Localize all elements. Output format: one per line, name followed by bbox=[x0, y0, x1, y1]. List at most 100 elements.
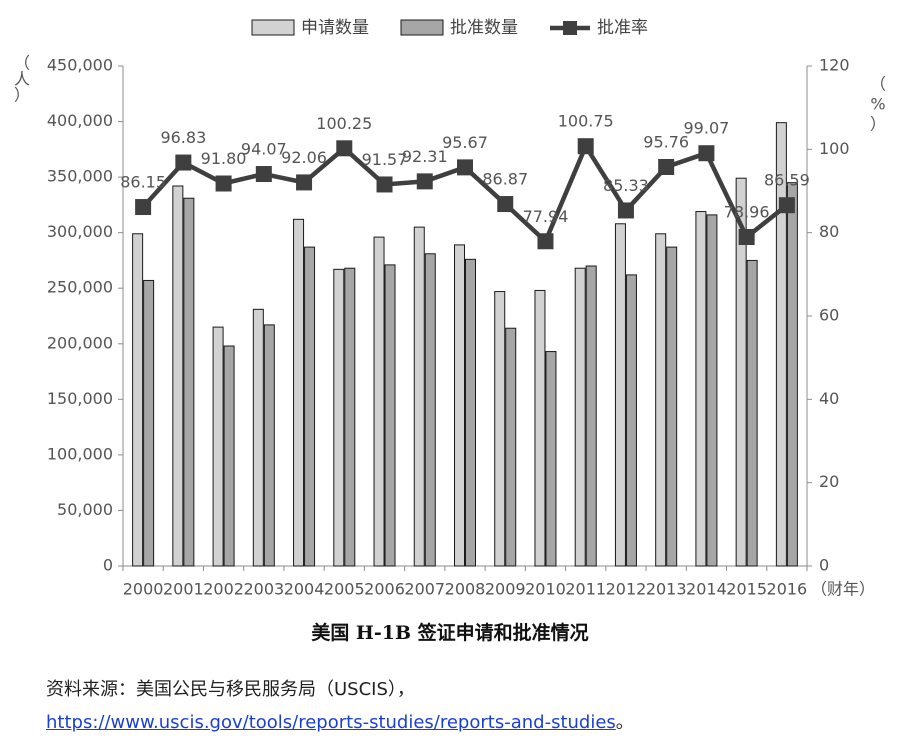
chart-canvas: 0 50,000 100,000 150,000 200,000 250,000 300,0… bbox=[14, 18, 886, 599]
bar-applications bbox=[534, 289, 546, 567]
source-link[interactable]: https://www.uscis.gov/tools/reports-stud… bbox=[46, 712, 616, 733]
bar-approvals bbox=[786, 182, 798, 567]
approval-rate-label: 86.15 bbox=[120, 173, 166, 192]
bar-applications bbox=[614, 223, 626, 567]
legend-swatch-applications bbox=[251, 19, 295, 36]
bar-approvals bbox=[223, 345, 235, 567]
approval-rate-label: 78.96 bbox=[724, 203, 770, 222]
approval-rate-marker bbox=[577, 138, 594, 155]
y-right-unit-label: % bbox=[870, 95, 885, 114]
bar-applications bbox=[494, 291, 506, 567]
y-left-tick-label: 200,000 bbox=[47, 333, 113, 352]
bar-approvals bbox=[666, 246, 678, 567]
bar-approvals bbox=[746, 259, 758, 567]
x-tick-label: 2003 bbox=[243, 580, 284, 599]
approval-rate-label: 95.67 bbox=[442, 133, 488, 152]
x-tick-label: 2016 bbox=[767, 580, 808, 599]
y-right-unit-label: （ bbox=[870, 75, 886, 94]
x-tick-label: 2001 bbox=[163, 580, 204, 599]
approval-rate-marker bbox=[497, 196, 514, 213]
legend-label-applications: 申请数量 bbox=[301, 18, 369, 38]
bar-approvals bbox=[424, 253, 436, 567]
y-left-tick-label: 350,000 bbox=[47, 167, 113, 186]
approval-rate-marker bbox=[376, 176, 393, 193]
approval-rate-marker bbox=[457, 159, 473, 176]
approval-rate-marker bbox=[658, 159, 675, 175]
x-tick-label: 2002 bbox=[203, 580, 244, 599]
y-right-tick-label: 0 bbox=[819, 556, 829, 575]
approval-rate-label: 96.83 bbox=[160, 128, 206, 147]
approval-rate-marker bbox=[778, 197, 795, 214]
x-tick-label: 2004 bbox=[284, 580, 325, 599]
approval-rate-label: 86.87 bbox=[482, 170, 528, 189]
approval-rate-marker bbox=[698, 145, 715, 162]
bar-applications bbox=[252, 308, 264, 567]
x-unit-label: （财年） bbox=[811, 580, 875, 599]
x-tick-label: 2008 bbox=[445, 580, 486, 599]
x-tick-label: 2014 bbox=[686, 580, 727, 599]
y-left-tick-label: 0 bbox=[103, 556, 113, 575]
x-tick-label: 2007 bbox=[404, 580, 445, 599]
legend-label-rate: 批准率 bbox=[597, 18, 648, 38]
approval-rate-marker bbox=[336, 140, 353, 157]
bar-applications bbox=[775, 122, 787, 567]
y-left-unit-label: （ bbox=[14, 54, 30, 73]
x-tick-label: 2000 bbox=[123, 580, 164, 599]
y-left-tick-label: 400,000 bbox=[47, 111, 113, 130]
x-tick-label: 2015 bbox=[726, 580, 767, 599]
x-tick-label: 2009 bbox=[485, 580, 526, 599]
y-left-tick-label: 300,000 bbox=[47, 222, 113, 241]
y-right-tick-label: 60 bbox=[819, 306, 839, 325]
source-link-line: https://www.uscis.gov/tools/reports-stud… bbox=[46, 708, 634, 734]
x-tick-label: 2013 bbox=[646, 580, 687, 599]
y-left-unit-label: 人 bbox=[14, 70, 30, 89]
approval-rate-label: 92.31 bbox=[402, 147, 448, 166]
approval-rate-marker bbox=[175, 154, 192, 171]
approval-rate-marker bbox=[738, 229, 755, 245]
bar-approvals bbox=[304, 246, 316, 567]
y-right-tick-label: 40 bbox=[819, 389, 839, 408]
approval-rate-label: 91.57 bbox=[362, 150, 408, 169]
bar-approvals bbox=[465, 258, 476, 567]
approval-rate-label: 77.94 bbox=[523, 207, 569, 226]
source-note: 资料来源：美国公民与移民服务局（USCIS）， bbox=[46, 675, 415, 701]
approval-rate-marker bbox=[617, 202, 634, 219]
bar-applications bbox=[574, 267, 586, 567]
bar-approvals bbox=[143, 279, 155, 567]
legend-label-approvals: 批准数量 bbox=[450, 18, 518, 38]
bar-applications bbox=[132, 233, 144, 567]
approval-rate-marker bbox=[537, 233, 554, 250]
approval-rate-marker bbox=[215, 175, 232, 192]
bar-approvals bbox=[625, 274, 637, 567]
y-right-tick-label: 80 bbox=[819, 222, 839, 241]
bar-approvals bbox=[545, 351, 557, 567]
y-right-tick-label: 20 bbox=[819, 472, 839, 491]
y-left-tick-label: 100,000 bbox=[47, 444, 113, 463]
bar-approvals bbox=[183, 197, 195, 567]
y-left-unit-label: ） bbox=[14, 86, 30, 105]
approval-rate-marker bbox=[255, 166, 272, 183]
bar-approvals bbox=[384, 264, 396, 567]
bar-approvals bbox=[505, 327, 517, 567]
bar-applications bbox=[695, 211, 707, 567]
y-right-tick-label: 120 bbox=[819, 56, 850, 75]
y-right-tick-label: 100 bbox=[819, 139, 850, 158]
approval-rate-label: 100.25 bbox=[316, 114, 372, 133]
y-left-tick-label: 150,000 bbox=[47, 389, 113, 408]
bar-approvals bbox=[263, 324, 275, 567]
bar-applications bbox=[212, 326, 224, 567]
y-left-tick-label: 250,000 bbox=[47, 278, 113, 297]
source-prefix: 资料来源：美国公民与移民服务局（USCIS）， bbox=[46, 679, 415, 700]
bar-applications bbox=[293, 218, 305, 567]
approval-rate-label: 100.75 bbox=[558, 112, 614, 131]
chart-caption: 美国 H-1B 签证申请和批准情况 bbox=[311, 622, 589, 644]
approval-rate-marker bbox=[416, 173, 433, 190]
bar-applications bbox=[172, 185, 184, 567]
bar-applications bbox=[655, 233, 667, 567]
y-left-tick-label: 50,000 bbox=[57, 500, 113, 519]
approval-rate-label: 85.33 bbox=[603, 176, 649, 195]
x-tick-label: 2006 bbox=[364, 580, 405, 599]
approval-rate-label: 99.07 bbox=[684, 119, 730, 138]
legend-swatch-approvals bbox=[400, 19, 444, 36]
approval-rate-label: 94.07 bbox=[241, 140, 287, 159]
